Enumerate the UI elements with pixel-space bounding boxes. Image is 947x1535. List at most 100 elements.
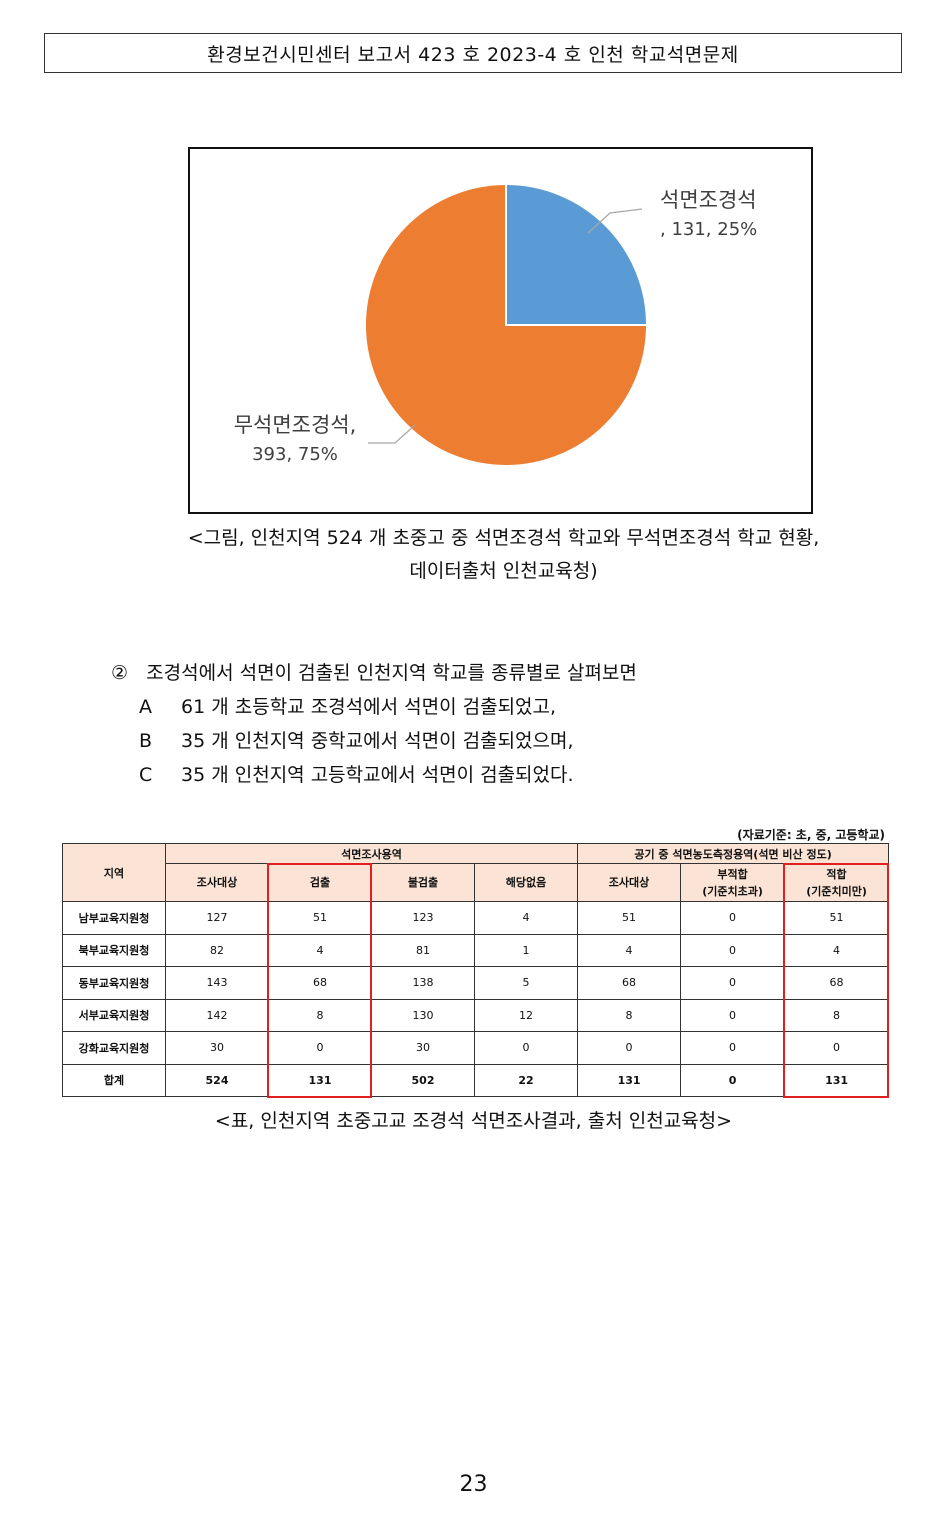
- col-detected: 검출: [268, 863, 372, 902]
- table-cell: 0: [680, 1031, 786, 1065]
- pie-slice: [364, 182, 649, 467]
- table-cell: 68: [784, 966, 890, 1000]
- col-unsuitable-label: 부적합: [717, 867, 748, 881]
- summary-item: C 35 개 인천지역 고등학교에서 석면이 검출되었다.: [111, 758, 637, 792]
- table-cell: 0: [680, 966, 786, 1000]
- table-cell: 51: [577, 901, 682, 935]
- slice-label-name: 석면조경석: [660, 188, 757, 212]
- table-cell: 8: [577, 998, 682, 1032]
- table-source-note: (자료기준: 초, 중, 고등학교): [737, 828, 885, 842]
- table-cell: 502: [371, 1063, 475, 1097]
- table-caption: <표, 인천지역 초중고교 조경석 석면조사결과, 출처 인천교육청>: [214, 1110, 733, 1132]
- table-cell: 4: [268, 933, 372, 967]
- report-header-title: 환경보건시민센터 보고서 423 호 2023-4 호 인천 학교석면문제: [207, 43, 739, 66]
- summary-intro-text: 조경석에서 석면이 검출된 인천지역 학교를 종류별로 살펴보면: [146, 662, 637, 684]
- table-row: 북부교육지원청 82 4 81 1 4 0 4: [62, 933, 890, 967]
- asbestos-school-summary: ② 조경석에서 석면이 검출된 인천지역 학교를 종류별로 살펴보면 A 61 개…: [111, 656, 637, 792]
- pie-chart: 석면조경석 , 131, 25% 무석면조경석, 393, 75%: [188, 147, 813, 514]
- region-cell: 북부교육지원청: [62, 933, 166, 967]
- survey-group-header: 석면조사용역: [164, 843, 579, 864]
- table-cell: 4: [473, 901, 579, 935]
- table-cell: 131: [268, 1063, 372, 1097]
- table-cell: 524: [165, 1063, 269, 1097]
- table-cell: 123: [371, 901, 475, 935]
- table-cell: 1: [473, 933, 579, 967]
- table-cell: 138: [371, 966, 475, 1000]
- asbestos-survey-table: 지역 석면조사용역 공기 중 석면농도측정용역(석면 비산 정도) 조사대상 검…: [62, 843, 890, 1097]
- region-cell: 남부교육지원청: [62, 901, 166, 935]
- table-cell: 4: [784, 933, 890, 967]
- col-suitable-label: 적합: [826, 867, 847, 881]
- figure-caption-line2: 데이터출처 인천교육청): [409, 560, 598, 582]
- summary-item-text: 35 개 인천지역 고등학교에서 석면이 검출되었다.: [181, 764, 574, 786]
- summary-item-text: 61 개 초등학교 조경석에서 석면이 검출되었고,: [181, 696, 557, 718]
- region-cell: 합계: [62, 1063, 166, 1097]
- table-cell: 0: [680, 901, 786, 935]
- table-cell: 22: [473, 1063, 579, 1097]
- pie-slice: [505, 182, 649, 326]
- table-cell: 4: [577, 933, 682, 967]
- table-row: 남부교육지원청 127 51 123 4 51 0 51: [62, 901, 890, 935]
- summary-intro: ② 조경석에서 석면이 검출된 인천지역 학교를 종류별로 살펴보면: [111, 656, 637, 690]
- summary-marker: ②: [111, 662, 129, 684]
- table-cell: 51: [268, 901, 372, 935]
- table-cell: 131: [784, 1063, 890, 1097]
- report-header: 환경보건시민센터 보고서 423 호 2023-4 호 인천 학교석면문제: [44, 33, 902, 73]
- table-cell: 8: [784, 998, 890, 1032]
- table-total-row: 합계 524 131 502 22 131 0 131: [62, 1063, 890, 1097]
- table-cell: 8: [268, 998, 372, 1032]
- col-suitable: 적합 (기준치미만): [784, 863, 890, 902]
- table-row: 강화교육지원청 30 0 30 0 0 0 0: [62, 1031, 890, 1065]
- summary-item-label: C: [139, 764, 153, 786]
- pie-chart-svg: 석면조경석 , 131, 25% 무석면조경석, 393, 75%: [234, 182, 757, 467]
- slice-label-name: 무석면조경석,: [234, 413, 357, 437]
- col-not-applicable: 해당없음: [473, 863, 579, 902]
- table-cell: 0: [473, 1031, 579, 1065]
- table-cell: 0: [268, 1031, 372, 1065]
- table-row: 서부교육지원청 142 8 130 12 8 0 8: [62, 998, 890, 1032]
- table-row: 동부교육지원청 143 68 138 5 68 0 68: [62, 966, 890, 1000]
- table-cell: 5: [473, 966, 579, 1000]
- table-cell: 68: [577, 966, 682, 1000]
- col-suitable-note: (기준치미만): [806, 884, 867, 898]
- air-measure-group-header: 공기 중 석면농도측정용역(석면 비산 정도): [577, 843, 890, 864]
- table-cell: 68: [268, 966, 372, 1000]
- table-cell: 127: [165, 901, 269, 935]
- table-cell: 143: [165, 966, 269, 1000]
- table-cell: 130: [371, 998, 475, 1032]
- summary-item: B 35 개 인천지역 중학교에서 석면이 검출되었으며,: [111, 724, 637, 758]
- table-cell: 12: [473, 998, 579, 1032]
- page-number: 23: [459, 1472, 488, 1497]
- region-cell: 강화교육지원청: [62, 1031, 166, 1065]
- table-cell: 0: [784, 1031, 890, 1065]
- col-unsuitable: 부적합 (기준치초과): [680, 863, 786, 902]
- figure-caption-line1: <그림, 인천지역 524 개 초중고 중 석면조경석 학교와 무석면조경석 학…: [187, 527, 820, 549]
- region-cell: 서부교육지원청: [62, 998, 166, 1032]
- slice-label-value: , 131, 25%: [660, 219, 757, 240]
- table-cell: 51: [784, 901, 890, 935]
- summary-item-label: A: [139, 696, 152, 718]
- table-cell: 82: [165, 933, 269, 967]
- table-cell: 81: [371, 933, 475, 967]
- table-cell: 0: [680, 998, 786, 1032]
- table-cell: 131: [577, 1063, 682, 1097]
- table-cell: 0: [680, 1063, 786, 1097]
- table-cell: 30: [165, 1031, 269, 1065]
- figure-caption: <그림, 인천지역 524 개 초중고 중 석면조경석 학교와 무석면조경석 학…: [80, 522, 927, 588]
- table-cell: 142: [165, 998, 269, 1032]
- slice-label-value: 393, 75%: [252, 444, 338, 465]
- col-not-detected: 불검출: [371, 863, 475, 902]
- table-cell: 0: [577, 1031, 682, 1065]
- table-cell: 30: [371, 1031, 475, 1065]
- table-cell: 0: [680, 933, 786, 967]
- leader-line: [368, 424, 416, 444]
- col-unsuitable-note: (기준치초과): [702, 884, 763, 898]
- col-survey-target: 조사대상: [165, 863, 269, 902]
- col-air-survey-target: 조사대상: [577, 863, 682, 902]
- region-column-header: 지역: [62, 843, 166, 902]
- summary-item-label: B: [139, 730, 153, 752]
- leader-line: [587, 208, 643, 234]
- summary-item-text: 35 개 인천지역 중학교에서 석면이 검출되었으며,: [181, 730, 574, 752]
- summary-item: A 61 개 초등학교 조경석에서 석면이 검출되었고,: [111, 690, 637, 724]
- region-cell: 동부교육지원청: [62, 966, 166, 1000]
